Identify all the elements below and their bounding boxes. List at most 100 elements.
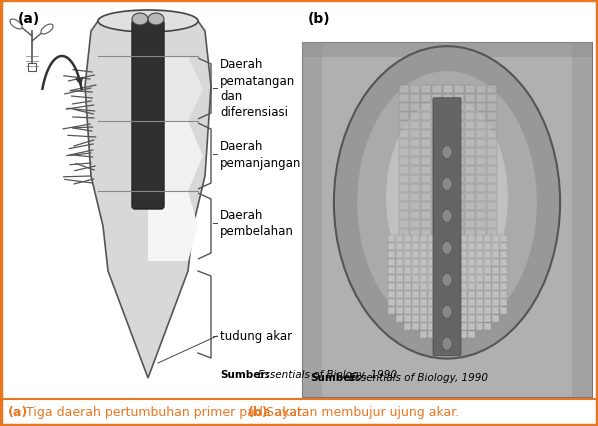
Bar xyxy=(451,291,459,298)
Bar xyxy=(302,43,322,397)
Bar xyxy=(432,121,441,130)
Bar xyxy=(420,95,431,103)
Text: (a): (a) xyxy=(18,12,40,26)
Bar xyxy=(388,299,395,306)
Bar xyxy=(398,211,408,219)
Bar xyxy=(465,229,474,237)
Text: tudung akar: tudung akar xyxy=(220,330,292,343)
Bar xyxy=(451,235,459,242)
Bar xyxy=(388,307,395,314)
Bar xyxy=(410,86,420,94)
Bar xyxy=(484,275,490,282)
Bar xyxy=(444,275,450,282)
Bar xyxy=(410,229,420,237)
Bar xyxy=(411,267,419,274)
Bar xyxy=(572,43,592,397)
Text: Sayatan membujur ujung akar.: Sayatan membujur ujung akar. xyxy=(262,406,459,418)
Bar xyxy=(465,121,474,130)
Bar xyxy=(475,235,483,242)
Bar xyxy=(484,251,490,258)
Bar xyxy=(420,220,431,228)
Bar xyxy=(410,184,420,192)
Bar xyxy=(475,315,483,322)
Bar xyxy=(420,291,426,298)
Bar xyxy=(420,130,431,138)
Bar xyxy=(484,315,490,322)
Bar xyxy=(410,130,420,138)
Bar xyxy=(420,148,431,156)
Text: Essentials of Biology, 1990: Essentials of Biology, 1990 xyxy=(349,372,488,382)
Bar xyxy=(420,176,431,183)
Text: Tiga daerah pertumbuhan primer pada akar.: Tiga daerah pertumbuhan primer pada akar… xyxy=(22,406,313,418)
Bar xyxy=(487,229,496,237)
Bar xyxy=(398,104,408,112)
Bar xyxy=(487,86,496,94)
Bar xyxy=(411,283,419,290)
Bar xyxy=(395,243,402,250)
Bar xyxy=(444,331,450,338)
Bar xyxy=(432,167,441,174)
Bar xyxy=(444,323,450,330)
Bar xyxy=(459,315,466,322)
Bar xyxy=(410,95,420,103)
Bar xyxy=(404,299,410,306)
Bar xyxy=(492,235,499,242)
Bar xyxy=(475,291,483,298)
Bar xyxy=(432,202,441,210)
Bar xyxy=(492,251,499,258)
Bar xyxy=(411,315,419,322)
Bar xyxy=(420,235,426,242)
Bar xyxy=(388,251,395,258)
Bar xyxy=(453,130,463,138)
Bar xyxy=(398,184,408,192)
Bar xyxy=(492,267,499,274)
Bar xyxy=(468,243,474,250)
Bar xyxy=(410,148,420,156)
Bar xyxy=(443,157,453,165)
Bar xyxy=(459,275,466,282)
Bar xyxy=(428,243,435,250)
Bar xyxy=(404,275,410,282)
Bar xyxy=(410,139,420,147)
Bar xyxy=(465,211,474,219)
Bar xyxy=(443,86,453,94)
Bar xyxy=(451,267,459,274)
Text: (a): (a) xyxy=(8,406,28,418)
Bar xyxy=(404,267,410,274)
Bar xyxy=(420,275,426,282)
Bar xyxy=(468,283,474,290)
Bar xyxy=(499,267,507,274)
Bar xyxy=(459,251,466,258)
Bar xyxy=(459,259,466,266)
Bar xyxy=(444,259,450,266)
Bar xyxy=(487,139,496,147)
Bar xyxy=(411,275,419,282)
Text: Essentials of Biology, 1990: Essentials of Biology, 1990 xyxy=(258,369,397,379)
Bar xyxy=(404,323,410,330)
Bar xyxy=(475,267,483,274)
Ellipse shape xyxy=(442,178,452,191)
Bar xyxy=(492,291,499,298)
Bar xyxy=(453,139,463,147)
Bar xyxy=(28,64,36,72)
Bar xyxy=(435,307,443,314)
Ellipse shape xyxy=(132,14,148,26)
Bar xyxy=(428,267,435,274)
Bar xyxy=(443,193,453,201)
Bar xyxy=(435,283,443,290)
Bar xyxy=(465,130,474,138)
Text: (b): (b) xyxy=(308,12,331,26)
Bar xyxy=(398,202,408,210)
Bar xyxy=(475,259,483,266)
Bar xyxy=(465,220,474,228)
Bar xyxy=(420,167,431,174)
Bar xyxy=(420,259,426,266)
Bar xyxy=(428,259,435,266)
Ellipse shape xyxy=(442,146,452,159)
Bar xyxy=(444,307,450,314)
Bar xyxy=(499,299,507,306)
Bar xyxy=(465,148,474,156)
Bar xyxy=(398,148,408,156)
Bar xyxy=(468,299,474,306)
Bar xyxy=(432,139,441,147)
